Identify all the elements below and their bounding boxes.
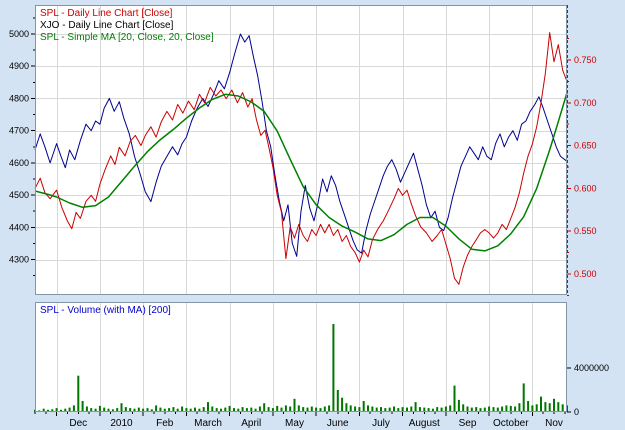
right-axis-label: 0.700 [574,98,597,108]
series-xjo [34,33,568,257]
volume-plot-area[interactable] [35,302,567,412]
axis-ticks [31,17,571,416]
x-axis-month-label: 2010 [110,418,133,429]
left-axis-label: 5000 [9,29,29,39]
x-axis-month-label: August [409,418,440,429]
price-plot-area[interactable] [35,5,567,295]
x-axis-month-label: Feb [156,418,174,429]
left-axis-label: 4600 [9,158,29,168]
legend-price-2: SPL - Simple MA [20, Close, 20, Close] [40,32,214,43]
x-axis-month-label: October [493,418,529,429]
left-axis-label: 4900 [9,61,29,71]
left-axis-label: 4500 [9,190,29,200]
left-axis-label: 4700 [9,126,29,136]
volume-legend: SPL - Volume (with MA) [200] [40,305,171,317]
x-axis-month-label: May [285,418,304,429]
x-axis-month-label: Nov [545,418,563,429]
x-axis-month-label: Dec [69,418,87,429]
panel-borders [35,5,567,412]
series-spl [34,32,568,285]
gridlines [35,5,567,412]
legend-volume-0: SPL - Volume (with MA) [200] [40,305,171,316]
x-axis-month-label: March [194,418,222,429]
volume-axis-label: 4000000 [574,363,609,373]
right-axis-label: 0.600 [574,183,597,193]
series-spl-ma20 [34,92,568,252]
legend-price-1: XJO - Daily Line Chart [Close] [40,20,174,31]
x-axis-month-label: June [327,418,349,429]
legend-price-0: SPL - Daily Line Chart [Close] [40,8,173,19]
right-axis-label: 0.750 [574,55,597,65]
volume-axis-label: 0 [574,407,579,417]
x-axis-month-label: Sep [459,418,477,429]
x-axis-month-label: July [372,418,390,429]
left-axis-label: 4800 [9,93,29,103]
price-legend: SPL - Daily Line Chart [Close] XJO - Dai… [40,8,214,44]
axis-labels: 5000 4900 4800 4700 4600 4500 4400 4300 0.750 0.7… [9,17,609,429]
right-axis-label: 0.500 [574,269,597,279]
left-axis-label: 4400 [9,222,29,232]
right-axis-label: 0.650 [574,141,597,151]
left-axis-label: 4300 [9,255,29,265]
x-axis-month-label: April [241,418,261,429]
right-axis-label: 0.550 [574,226,597,236]
volume-bars [34,324,568,413]
